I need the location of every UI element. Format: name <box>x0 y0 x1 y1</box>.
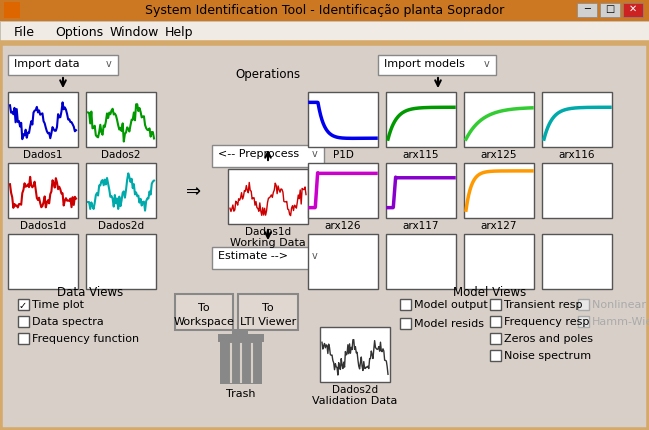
Text: Import data: Import data <box>14 59 80 69</box>
Text: Frequency function: Frequency function <box>32 333 139 343</box>
Text: Data Views: Data Views <box>57 286 123 298</box>
Text: Dados2d: Dados2d <box>332 384 378 394</box>
Text: ✕: ✕ <box>629 4 637 14</box>
FancyBboxPatch shape <box>0 44 649 430</box>
Text: ─: ─ <box>584 4 590 14</box>
Text: Help: Help <box>165 26 193 39</box>
Text: Dados1: Dados1 <box>23 150 63 160</box>
FancyBboxPatch shape <box>212 146 324 168</box>
FancyBboxPatch shape <box>212 247 324 269</box>
FancyBboxPatch shape <box>464 164 534 218</box>
Text: Dados2d: Dados2d <box>98 221 144 230</box>
FancyBboxPatch shape <box>490 333 501 344</box>
FancyBboxPatch shape <box>8 234 78 289</box>
FancyBboxPatch shape <box>86 234 156 289</box>
Text: ✓: ✓ <box>19 300 27 310</box>
FancyBboxPatch shape <box>386 164 456 218</box>
Text: Model output: Model output <box>414 299 488 309</box>
Text: v: v <box>312 250 318 261</box>
Text: ⇒: ⇒ <box>186 183 201 200</box>
FancyBboxPatch shape <box>4 3 20 19</box>
Text: Noise spectrum: Noise spectrum <box>504 350 591 360</box>
FancyBboxPatch shape <box>18 333 29 344</box>
FancyBboxPatch shape <box>220 342 262 384</box>
Text: Window: Window <box>110 26 160 39</box>
Text: Workspace: Workspace <box>173 316 234 326</box>
Text: Import models: Import models <box>384 59 465 69</box>
Text: <-- Preprocess: <-- Preprocess <box>218 149 299 159</box>
FancyBboxPatch shape <box>18 316 29 327</box>
FancyBboxPatch shape <box>308 234 378 289</box>
Text: Zeros and poles: Zeros and poles <box>504 333 593 343</box>
Text: Working Data: Working Data <box>230 237 306 247</box>
FancyBboxPatch shape <box>308 93 378 147</box>
Text: □: □ <box>606 4 615 14</box>
FancyBboxPatch shape <box>218 334 264 342</box>
FancyBboxPatch shape <box>175 294 233 330</box>
Text: Time plot: Time plot <box>32 299 84 309</box>
Text: Model Views: Model Views <box>454 286 526 298</box>
FancyBboxPatch shape <box>8 56 118 76</box>
FancyBboxPatch shape <box>308 164 378 218</box>
FancyBboxPatch shape <box>378 56 496 76</box>
FancyBboxPatch shape <box>623 4 643 18</box>
Text: Frequency resp: Frequency resp <box>504 316 589 326</box>
FancyBboxPatch shape <box>464 93 534 147</box>
Text: System Identification Tool - Identificação planta Soprador: System Identification Tool - Identificaç… <box>145 4 504 17</box>
FancyBboxPatch shape <box>400 318 411 329</box>
FancyBboxPatch shape <box>577 4 597 18</box>
FancyBboxPatch shape <box>86 93 156 147</box>
Text: LTI Viewer: LTI Viewer <box>240 316 296 326</box>
Text: Trash: Trash <box>227 388 256 398</box>
Text: Nonlinear ARX: Nonlinear ARX <box>592 299 649 309</box>
FancyBboxPatch shape <box>86 164 156 218</box>
Text: To: To <box>262 302 274 312</box>
Text: Validation Data: Validation Data <box>312 395 398 405</box>
Text: To: To <box>198 302 210 312</box>
Text: Estimate -->: Estimate --> <box>218 250 288 261</box>
Text: P1D: P1D <box>332 150 354 160</box>
Text: arx116: arx116 <box>559 150 595 160</box>
FancyBboxPatch shape <box>578 316 589 327</box>
Text: v: v <box>484 59 490 69</box>
Text: Dados1d: Dados1d <box>245 227 291 237</box>
FancyBboxPatch shape <box>400 299 411 310</box>
FancyBboxPatch shape <box>542 164 612 218</box>
FancyBboxPatch shape <box>578 299 589 310</box>
Text: Operations: Operations <box>236 68 300 81</box>
FancyBboxPatch shape <box>464 234 534 289</box>
FancyBboxPatch shape <box>386 234 456 289</box>
FancyBboxPatch shape <box>542 234 612 289</box>
FancyBboxPatch shape <box>386 93 456 147</box>
FancyBboxPatch shape <box>490 316 501 327</box>
FancyBboxPatch shape <box>320 327 390 382</box>
FancyBboxPatch shape <box>228 169 308 224</box>
FancyBboxPatch shape <box>600 4 620 18</box>
Text: arx115: arx115 <box>403 150 439 160</box>
Text: File: File <box>14 26 35 39</box>
FancyBboxPatch shape <box>490 299 501 310</box>
FancyBboxPatch shape <box>8 164 78 218</box>
FancyBboxPatch shape <box>232 329 248 336</box>
Text: Dados2: Dados2 <box>101 150 141 160</box>
FancyBboxPatch shape <box>0 22 649 44</box>
FancyBboxPatch shape <box>0 0 649 22</box>
Text: Model resids: Model resids <box>414 318 484 328</box>
FancyBboxPatch shape <box>238 294 298 330</box>
Text: arx126: arx126 <box>324 221 361 230</box>
FancyBboxPatch shape <box>8 93 78 147</box>
Text: arx125: arx125 <box>481 150 517 160</box>
Text: v: v <box>312 149 318 159</box>
FancyBboxPatch shape <box>18 299 29 310</box>
Text: Dados1d: Dados1d <box>20 221 66 230</box>
FancyBboxPatch shape <box>542 93 612 147</box>
Text: arx117: arx117 <box>403 221 439 230</box>
FancyBboxPatch shape <box>490 350 501 361</box>
Text: Hamm-Wiener: Hamm-Wiener <box>592 316 649 326</box>
Text: arx127: arx127 <box>481 221 517 230</box>
Text: v: v <box>106 59 112 69</box>
Text: Data spectra: Data spectra <box>32 316 104 326</box>
Text: Transient resp: Transient resp <box>504 299 583 309</box>
Text: Options: Options <box>55 26 103 39</box>
